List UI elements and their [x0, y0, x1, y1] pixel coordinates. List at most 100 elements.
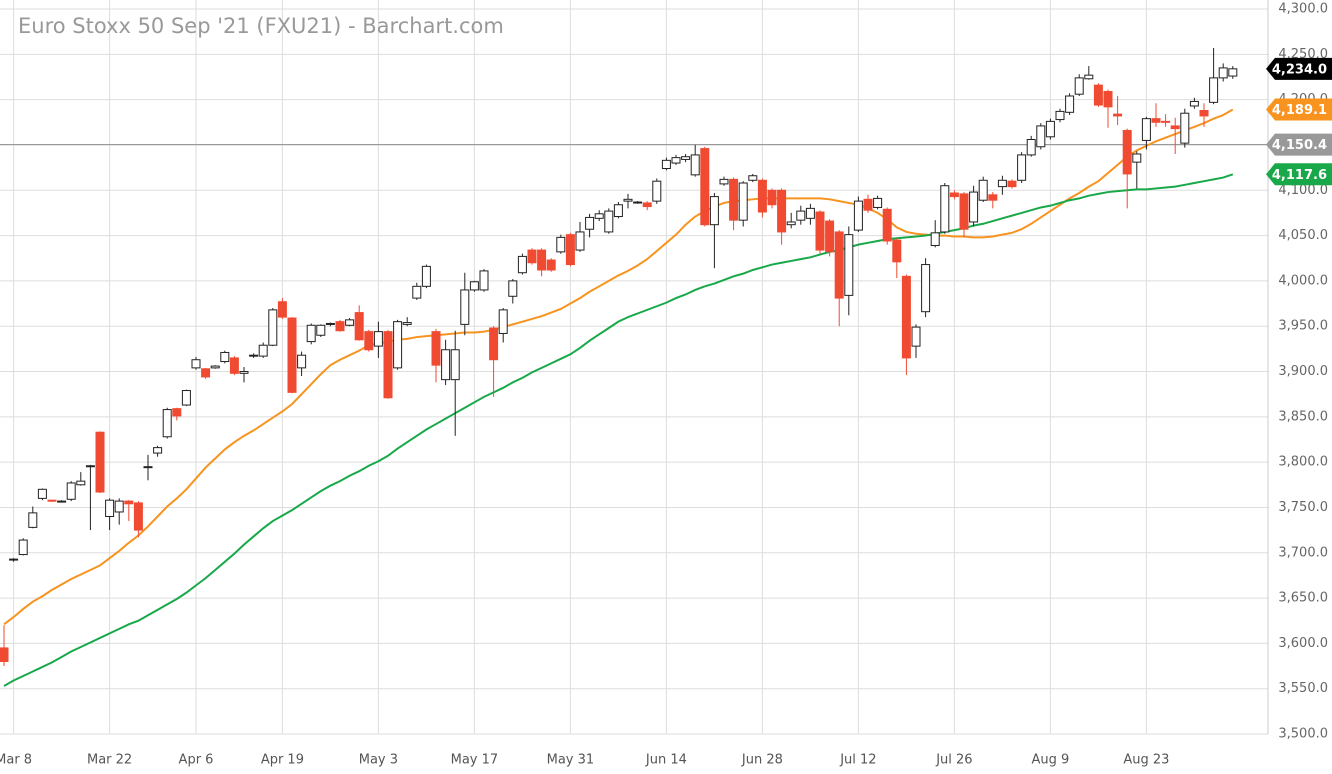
y-tick-label: 3,600.0 — [1278, 636, 1328, 651]
candle-body — [988, 194, 998, 201]
candle-body — [316, 324, 326, 336]
candle-body — [1045, 120, 1055, 138]
candle-body — [306, 324, 316, 343]
candle-body — [537, 249, 547, 271]
candle-body — [1017, 154, 1027, 181]
candle-body — [748, 175, 758, 181]
x-tick-label: Jun 28 — [741, 753, 783, 768]
y-tick-label: 4,050.0 — [1278, 228, 1328, 243]
candle-body — [172, 408, 182, 417]
candle-body — [805, 207, 815, 219]
candle-body — [1132, 153, 1142, 163]
candle-body — [604, 210, 614, 233]
candle-body — [191, 359, 201, 369]
candle-body — [124, 500, 134, 505]
candle-body — [354, 312, 364, 341]
candle-body — [1209, 77, 1219, 103]
price-badge-label: 4,117.6 — [1272, 168, 1327, 183]
candle-body — [498, 309, 508, 334]
candle-body — [1113, 113, 1123, 117]
price-badge — [1266, 98, 1332, 121]
candle-body — [767, 189, 777, 206]
x-tick-label: Apr 19 — [261, 753, 304, 768]
candle-body — [1065, 95, 1075, 113]
candle-body — [1007, 180, 1017, 188]
candle-body — [623, 198, 633, 202]
candle-body — [181, 390, 191, 406]
y-tick-label: 4,000.0 — [1278, 273, 1328, 288]
candle-body — [959, 193, 969, 230]
candle-body — [633, 201, 643, 204]
candle-body — [892, 239, 902, 263]
candle-body — [114, 500, 124, 513]
candle-body — [287, 317, 297, 393]
candle-body — [133, 502, 143, 531]
candle-body — [1170, 125, 1180, 130]
candle-body — [1141, 118, 1151, 141]
price-badge — [1266, 163, 1332, 186]
candle-body — [1055, 110, 1065, 121]
candle-body — [556, 236, 566, 253]
candle-body — [1161, 120, 1171, 123]
price-badge — [1266, 57, 1332, 80]
candle-body — [1122, 129, 1132, 175]
candle-body — [565, 234, 575, 266]
candle-body — [652, 180, 662, 202]
candle-body — [249, 354, 259, 357]
candle-body — [1036, 125, 1046, 148]
moving-average-line — [3, 173, 1234, 687]
candle-body — [882, 208, 892, 242]
candle-body — [277, 301, 287, 318]
candle-body — [402, 322, 412, 325]
candle-body — [921, 264, 931, 313]
candle-body — [719, 178, 729, 185]
candle-body — [57, 500, 67, 503]
candle-body — [460, 289, 470, 325]
y-tick-label: 3,550.0 — [1278, 681, 1328, 696]
price-badge-label: 4,189.1 — [1272, 103, 1327, 118]
candle-body — [220, 351, 230, 363]
candle-body — [709, 196, 719, 226]
candle-body — [642, 202, 652, 208]
x-tick-label: Aug 23 — [1123, 753, 1169, 768]
price-badge-label: 4,150.4 — [1272, 138, 1327, 153]
price-badge — [1266, 133, 1332, 156]
candle-body — [508, 280, 518, 297]
candle-body — [585, 216, 595, 230]
candle-body — [85, 465, 95, 468]
x-tick-label: May 31 — [547, 753, 595, 768]
candle-body — [364, 331, 374, 351]
y-tick-label: 3,850.0 — [1278, 409, 1328, 424]
y-tick-label: 3,500.0 — [1278, 727, 1328, 742]
candle-body — [0, 647, 9, 662]
candle-body — [325, 322, 335, 325]
y-tick-label: 4,300.0 — [1278, 2, 1328, 17]
candle-body — [76, 480, 86, 486]
candle-body — [489, 327, 499, 361]
x-tick-label: Jul 26 — [935, 753, 972, 768]
candle-body — [37, 488, 47, 499]
candle-body — [546, 259, 556, 271]
y-tick-label: 3,750.0 — [1278, 500, 1328, 515]
candle-body — [335, 321, 345, 332]
candle-body — [479, 270, 489, 291]
candle-body — [162, 409, 172, 438]
candle-body — [873, 197, 883, 208]
candle-body — [201, 368, 211, 378]
y-tick-label: 3,950.0 — [1278, 319, 1328, 334]
candle-body — [229, 357, 239, 374]
candle-body — [1180, 112, 1190, 144]
candle-body — [690, 154, 700, 176]
candle-body — [757, 179, 767, 213]
candle-body — [671, 157, 681, 164]
candle-body — [239, 371, 249, 374]
candle-body — [1151, 118, 1161, 123]
candle-body — [9, 558, 19, 561]
candle-body — [95, 431, 105, 493]
candle-body — [1199, 110, 1209, 117]
price-badge-label: 4,234.0 — [1272, 62, 1327, 77]
y-tick-label: 4,100.0 — [1278, 183, 1328, 198]
candle-body — [1093, 84, 1103, 106]
candle-body — [738, 182, 748, 221]
